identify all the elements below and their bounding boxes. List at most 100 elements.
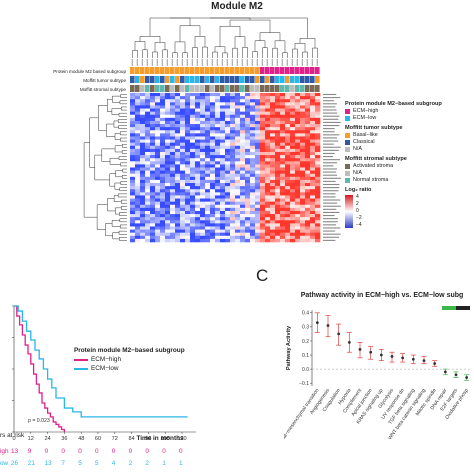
- heatmap-cell: [195, 195, 201, 199]
- heatmap-cell: [255, 114, 261, 119]
- heatmap-cell: [310, 142, 316, 147]
- heatmap-cell: [155, 176, 161, 181]
- heatmap-cell: [165, 124, 171, 128]
- dendrogram-branch: [312, 47, 318, 58]
- heatmap-cell: [205, 204, 211, 209]
- heatmap-cell: [255, 108, 261, 112]
- heatmap-cell: [170, 105, 176, 109]
- heatmap-cell: [295, 214, 301, 218]
- heatmap-cell: [255, 173, 261, 178]
- heatmap-cell: [240, 130, 246, 134]
- km-x-tick-label: 84: [128, 436, 134, 442]
- heatmap-cell: [315, 145, 321, 150]
- heatmap-cell: [300, 151, 306, 156]
- heatmap-cell: [175, 93, 181, 97]
- risk-cell: 9: [27, 448, 32, 455]
- heatmap-cell: [245, 204, 251, 209]
- heatmap-cell: [155, 210, 161, 215]
- heatmap-cell: [170, 114, 176, 119]
- heatmap-cell: [295, 114, 301, 119]
- heatmap-cell: [215, 130, 221, 134]
- pathway-point: [390, 355, 394, 358]
- risk-cell: 2: [145, 460, 149, 467]
- heatmap-cell: [215, 179, 221, 184]
- heatmap-cell: [200, 145, 206, 150]
- heatmap-cell: [260, 179, 266, 184]
- colorbar-tick: 4: [356, 194, 359, 200]
- heatmap-cell: [245, 114, 251, 119]
- heatmap-cell: [295, 142, 301, 147]
- heatmap-cell: [135, 195, 141, 199]
- heatmap-cell: [290, 179, 296, 184]
- heatmap-cell: [280, 198, 286, 202]
- heatmap-cell: [295, 232, 301, 237]
- km-x-tick-label: 96: [145, 436, 151, 442]
- heatmap-cell: [190, 238, 196, 243]
- heatmap-cell: [295, 223, 301, 227]
- heatmap-cell: [210, 124, 216, 128]
- heatmap-cell: [225, 186, 231, 190]
- track-cell-subgroup: [235, 67, 240, 74]
- dendrogram-branch: [182, 52, 188, 58]
- heatmap-cell: [135, 207, 141, 212]
- heatmap-cell: [225, 173, 231, 178]
- row-label-mark: [323, 93, 337, 96]
- heatmap-cell: [180, 164, 186, 168]
- heatmap-cell: [225, 204, 231, 209]
- heatmap-cell: [280, 176, 286, 181]
- heatmap-cell: [270, 217, 276, 221]
- heatmap-cell: [130, 155, 136, 159]
- heatmap-cell: [245, 217, 251, 221]
- heatmap-cell: [145, 158, 151, 162]
- heatmap-cell: [255, 232, 261, 237]
- heatmap-cell: [190, 142, 196, 147]
- track-cell-subgroup: [270, 67, 275, 74]
- heatmap-cell: [155, 179, 161, 184]
- heatmap-cell: [275, 105, 281, 109]
- heatmap-cell: [290, 176, 296, 181]
- heatmap-cell: [240, 179, 246, 184]
- heatmap-cell: [285, 226, 291, 230]
- heatmap-cell: [135, 99, 141, 103]
- heatmap-cell: [240, 238, 246, 243]
- column-label-mark: [196, 59, 198, 66]
- heatmap-cell: [275, 99, 281, 103]
- track-cell-stromal: [150, 85, 155, 92]
- heatmap-cell: [150, 148, 156, 153]
- track-cell-stromal: [160, 85, 165, 92]
- heatmap-cell: [300, 158, 306, 162]
- heatmap-cell: [300, 124, 306, 128]
- row-label-mark: [323, 236, 339, 238]
- heatmap-cell: [245, 155, 251, 159]
- heatmap-cell: [170, 148, 176, 153]
- swatch-activated: [345, 164, 350, 169]
- heatmap-cell: [165, 99, 171, 103]
- heatmap-cell: [180, 155, 186, 159]
- heatmap-cell: [165, 111, 171, 116]
- heatmap-cell: [295, 133, 301, 137]
- heatmap-cell: [260, 117, 266, 122]
- heatmap-cell: [140, 229, 146, 233]
- track-cell-subgroup: [185, 67, 190, 74]
- heatmap-cell: [175, 232, 181, 237]
- heatmap-cell: [270, 192, 276, 196]
- heatmap-cell: [250, 148, 256, 153]
- heatmap-cell: [185, 120, 191, 125]
- heatmap-cell: [200, 120, 206, 125]
- legend-stromal-title: Moffitt stromal subtype: [345, 156, 407, 162]
- column-label-mark: [216, 59, 218, 66]
- heatmap-cell: [280, 167, 286, 171]
- heatmap-cell: [175, 170, 181, 175]
- heatmap-cell: [165, 195, 171, 199]
- heatmap-cell: [220, 223, 226, 227]
- pathway-y-tick-label: 0.3: [302, 325, 309, 331]
- heatmap-cell: [245, 201, 251, 206]
- heatmap-cell: [130, 127, 136, 131]
- heatmap-cell: [150, 186, 156, 190]
- heatmap-cell: [155, 105, 161, 109]
- heatmap-cell: [235, 151, 241, 156]
- track-cell-subgroup: [135, 67, 140, 74]
- heatmap-cell: [175, 207, 181, 212]
- heatmap-cell: [300, 217, 306, 221]
- heatmap-cell: [290, 139, 296, 143]
